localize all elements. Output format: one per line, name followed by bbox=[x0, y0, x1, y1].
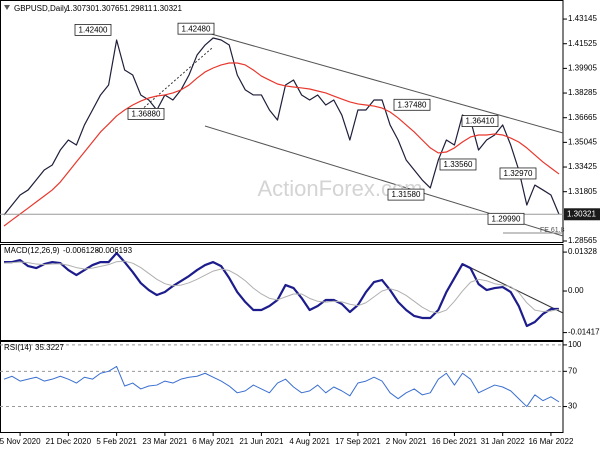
series-line bbox=[3, 260, 560, 314]
last-price-tag bbox=[564, 208, 600, 221]
x-tick-label: 5 Nov 2020 bbox=[0, 437, 41, 446]
annotation-label: 1.36410 bbox=[466, 117, 495, 126]
panel-title: MACD(12,26,9) bbox=[4, 246, 60, 255]
annotation-box bbox=[177, 22, 215, 35]
macd-value: -0.006128 bbox=[63, 246, 100, 255]
y-tick-label: 1.41525 bbox=[568, 39, 597, 48]
y-tick-label: 0.01328 bbox=[568, 247, 597, 256]
ohlc-value: 1.29811 bbox=[124, 4, 153, 13]
annotation-label: 1.31580 bbox=[392, 190, 421, 199]
x-tick-label: 16 Mar 2022 bbox=[528, 437, 573, 446]
y-tick-label: 1.39905 bbox=[568, 63, 597, 72]
rsi-panel-frame bbox=[0, 341, 564, 433]
y-tick-label: 1.35045 bbox=[568, 137, 597, 146]
symbol-icon bbox=[4, 5, 10, 10]
x-tick-label: 23 Mar 2021 bbox=[142, 437, 187, 446]
ohlc-value: 1.30321 bbox=[153, 4, 182, 13]
last-price-label: 1.30321 bbox=[567, 209, 596, 218]
y-tick-label: 1.43145 bbox=[568, 14, 597, 23]
y-tick-label: 70 bbox=[568, 366, 577, 375]
y-tick-label: 0.00 bbox=[568, 286, 584, 295]
annotation-box bbox=[387, 188, 425, 201]
annotation-label: 1.33560 bbox=[444, 160, 473, 169]
series-line bbox=[4, 251, 559, 328]
annotation-box bbox=[439, 158, 477, 171]
y-tick-label: 100 bbox=[568, 340, 582, 349]
ohlc-value: 1.30730 bbox=[66, 4, 95, 13]
channel-upper bbox=[189, 27, 564, 134]
annotation-box bbox=[487, 212, 525, 225]
annotation-label: 1.32970 bbox=[504, 169, 533, 178]
ohlc-value: 1.30765 bbox=[95, 4, 124, 13]
y-tick-label: -0.014173 bbox=[568, 328, 600, 337]
series-line bbox=[3, 62, 560, 227]
y-tick-label: 1.36665 bbox=[568, 113, 597, 122]
annotation-box bbox=[499, 167, 537, 180]
x-tick-label: 5 Feb 2021 bbox=[96, 437, 137, 446]
fe-label: FE 61.8 bbox=[540, 227, 565, 234]
x-tick-label: 21 Dec 2020 bbox=[46, 437, 92, 446]
annotation-box bbox=[393, 98, 431, 111]
annotation-label: 1.42480 bbox=[182, 24, 211, 33]
annotation-label: 1.29990 bbox=[492, 214, 521, 223]
annotation-label: 1.36880 bbox=[132, 110, 161, 119]
x-tick-label: 16 Dec 2021 bbox=[432, 437, 478, 446]
y-tick-label: 30 bbox=[568, 402, 577, 411]
y-tick-label: 1.28565 bbox=[568, 236, 597, 245]
dotted-trendline bbox=[131, 47, 213, 119]
annotation-label: 1.42400 bbox=[79, 26, 108, 35]
price-panel-frame bbox=[0, 0, 564, 243]
annotation-box bbox=[127, 108, 165, 120]
rsi-value: 35.3227 bbox=[35, 343, 64, 352]
x-tick-label: 2 Nov 2021 bbox=[386, 437, 427, 446]
annotation-label: 1.37480 bbox=[398, 100, 427, 109]
signal-value: -0.006193 bbox=[96, 246, 133, 255]
y-tick-label: 1.33425 bbox=[568, 162, 597, 171]
x-tick-label: 31 Jan 2022 bbox=[481, 437, 526, 446]
series-line bbox=[3, 365, 560, 408]
x-tick-label: 21 Jun 2021 bbox=[239, 437, 284, 446]
annotation-box bbox=[74, 24, 112, 36]
panel-title: RSI(14) bbox=[4, 343, 32, 352]
y-tick-label: 1.38285 bbox=[568, 88, 597, 97]
annotation-box bbox=[461, 115, 499, 127]
y-tick-label: 1.31805 bbox=[568, 187, 597, 196]
x-tick-label: 6 May 2021 bbox=[192, 437, 234, 446]
x-tick-label: 17 Sep 2021 bbox=[335, 437, 381, 446]
panel-title: GBPUSD,Daily bbox=[14, 4, 68, 13]
x-tick-label: 4 Aug 2021 bbox=[289, 437, 330, 446]
macd-panel-frame bbox=[0, 244, 564, 341]
